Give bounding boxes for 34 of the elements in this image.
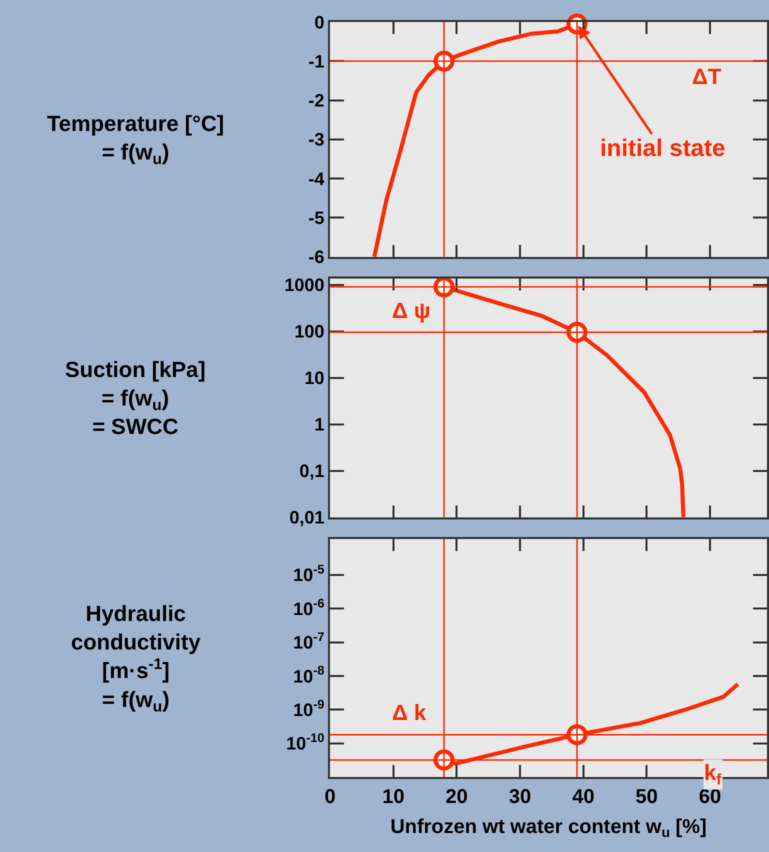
- ref-line-label: ΔT: [692, 64, 722, 89]
- x-tick-label: 50: [636, 786, 658, 808]
- x-tick-label: 10: [382, 786, 404, 808]
- y-tick-label: 0: [314, 12, 324, 32]
- y-tick-label: 1: [314, 414, 324, 435]
- y-tick-label: 1000: [284, 275, 324, 296]
- y-tick-label: -4: [308, 168, 324, 189]
- ref-line-label: Δ ψ: [392, 298, 430, 323]
- ref-line-label: Δ k: [392, 700, 427, 725]
- y-tick-label: -3: [308, 130, 324, 150]
- y-tick-label: 10$^{-6}$: [293, 596, 324, 619]
- y-axis-title: Temperature [°C] = f(w$_{u}$): [47, 111, 224, 168]
- x-tick-label: 60: [698, 786, 722, 808]
- y-tick-label: 10$^{-5}$: [293, 562, 324, 586]
- x-tick-label: 40: [572, 786, 594, 808]
- y-tick-label: -5: [308, 208, 324, 228]
- y-tick-label: 10: [304, 368, 324, 388]
- y-tick-label: -2: [308, 90, 324, 111]
- y-tick-label: 0,01: [289, 508, 324, 528]
- x-tick-label: 20: [446, 786, 468, 808]
- ref-line-label: k$_{f}$: [704, 760, 722, 789]
- x-tick-label: 30: [508, 786, 532, 808]
- y-tick-label: 10$^{-10}$: [286, 731, 324, 754]
- y-tick-label: -6: [308, 247, 324, 268]
- y-tick-label: 10$^{-7}$: [293, 630, 324, 653]
- y-tick-label: 100: [294, 322, 324, 342]
- y-tick-label: -1: [308, 51, 324, 72]
- y-tick-label: 10$^{-8}$: [293, 664, 324, 686]
- x-axis-title: Unfrozen wt water content w$_{u}$ [%]: [390, 816, 707, 840]
- y-axis-title: Hydraulic conductivity [m·s$^{-1}$] = f(w$_{u}$): [71, 601, 202, 716]
- y-axis-title: Suction [kPa] = f(w$_{u}$) = SWCC: [65, 357, 206, 440]
- y-tick-label: 10$^{-9}$: [293, 697, 324, 720]
- annotation: initial state: [600, 135, 726, 162]
- y-tick-label: 0,1: [299, 461, 324, 482]
